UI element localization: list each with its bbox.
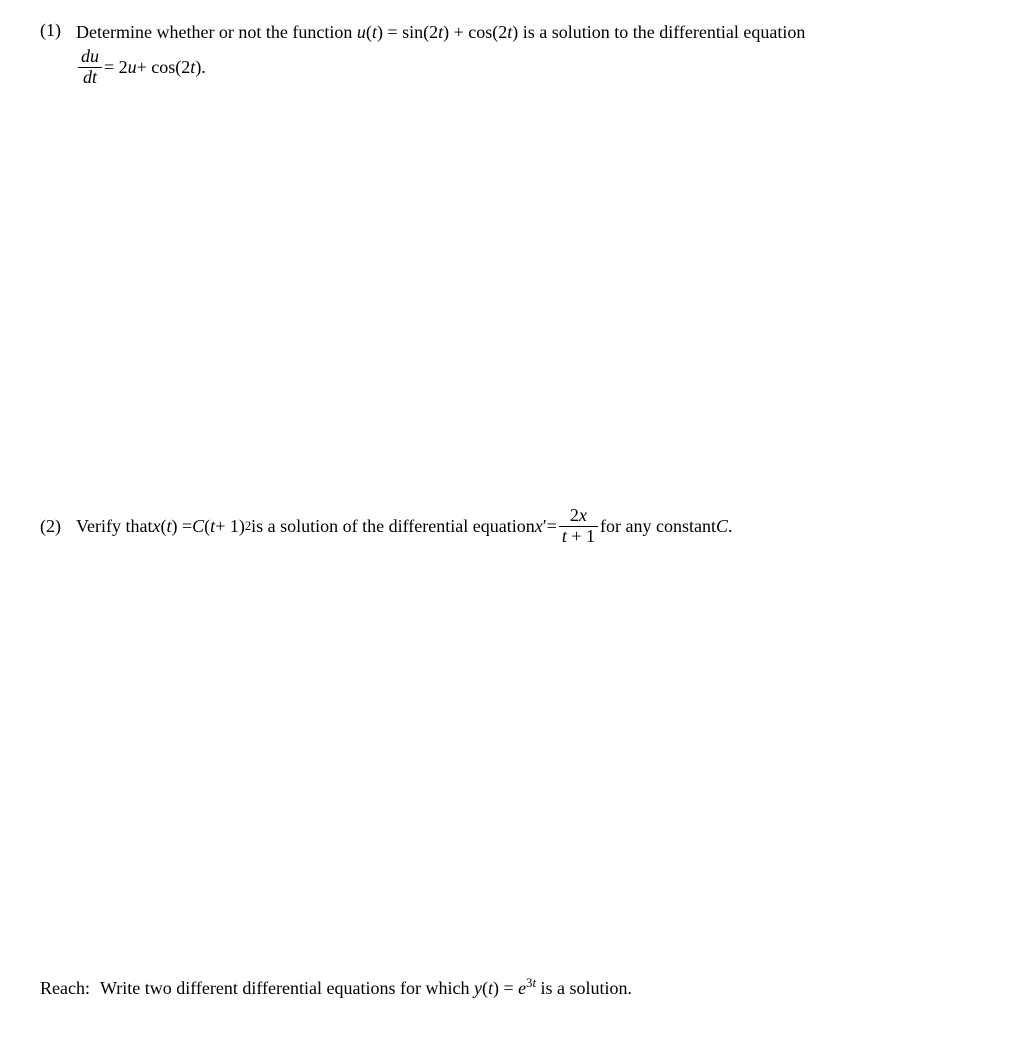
var-e: e — [518, 978, 526, 998]
fraction-denominator: dt — [78, 68, 102, 88]
problem-1-statement: Determine whether or not the function u(… — [76, 20, 990, 45]
d: d — [83, 67, 92, 87]
var-y: y — [474, 978, 482, 998]
text: = 2 — [104, 57, 128, 78]
text: + cos(2 — [137, 57, 191, 78]
exponent-3t: 3t — [526, 976, 536, 990]
problem-1-body: Determine whether or not the function u(… — [76, 20, 990, 88]
problem-1: (1) Determine whether or not the functio… — [40, 20, 990, 88]
fraction-numerator: 2x — [559, 506, 598, 527]
var-u: u — [357, 22, 366, 42]
plus1: + 1 — [567, 526, 595, 546]
fraction-du-dt: du dt — [78, 47, 102, 88]
text: for any constant — [600, 516, 716, 537]
text: ) = — [172, 516, 193, 537]
problem-1-equation: du dt = 2u + cos(2t). — [76, 47, 990, 88]
var-x: x — [535, 516, 543, 537]
t: t — [92, 67, 97, 87]
text: is a solution of the differential equati… — [251, 516, 535, 537]
var-u: u — [128, 57, 137, 78]
text: . — [728, 516, 733, 537]
problem-1-number: (1) — [40, 20, 76, 41]
d: d — [81, 46, 90, 66]
text: is a solution. — [536, 978, 632, 998]
fraction-numerator: du — [78, 47, 102, 68]
text: ) = — [493, 978, 518, 998]
two: 2 — [570, 505, 579, 525]
problem-2-body: Verify that x(t) = C(t + 1)2 is a soluti… — [76, 506, 990, 547]
text: ) is a solution to the differential equa… — [512, 22, 805, 42]
var-C: C — [192, 516, 204, 537]
text: ) + cos(2 — [443, 22, 507, 42]
u: u — [90, 46, 99, 66]
reach-body: Write two different differential equatio… — [100, 976, 632, 999]
text: Determine whether or not the function — [76, 22, 357, 42]
reach-label: Reach: — [40, 978, 100, 999]
workspace-gap-2 — [40, 546, 990, 976]
var-C: C — [716, 516, 728, 537]
reach-problem: Reach: Write two different differential … — [40, 976, 990, 999]
text: Write two different differential equatio… — [100, 978, 474, 998]
x: x — [579, 505, 587, 525]
text: + 1) — [215, 516, 245, 537]
problem-2-number: (2) — [40, 516, 76, 537]
text: Verify that — [76, 516, 152, 537]
text: = — [547, 516, 557, 537]
fraction-denominator: t + 1 — [559, 527, 598, 547]
problem-2: (2) Verify that x(t) = C(t + 1)2 is a so… — [40, 506, 990, 547]
var-x: x — [152, 516, 160, 537]
text: ). — [195, 57, 206, 78]
text: ) = sin(2 — [377, 22, 438, 42]
workspace-gap-1 — [40, 96, 990, 506]
fraction-2x-t1: 2x t + 1 — [559, 506, 598, 547]
